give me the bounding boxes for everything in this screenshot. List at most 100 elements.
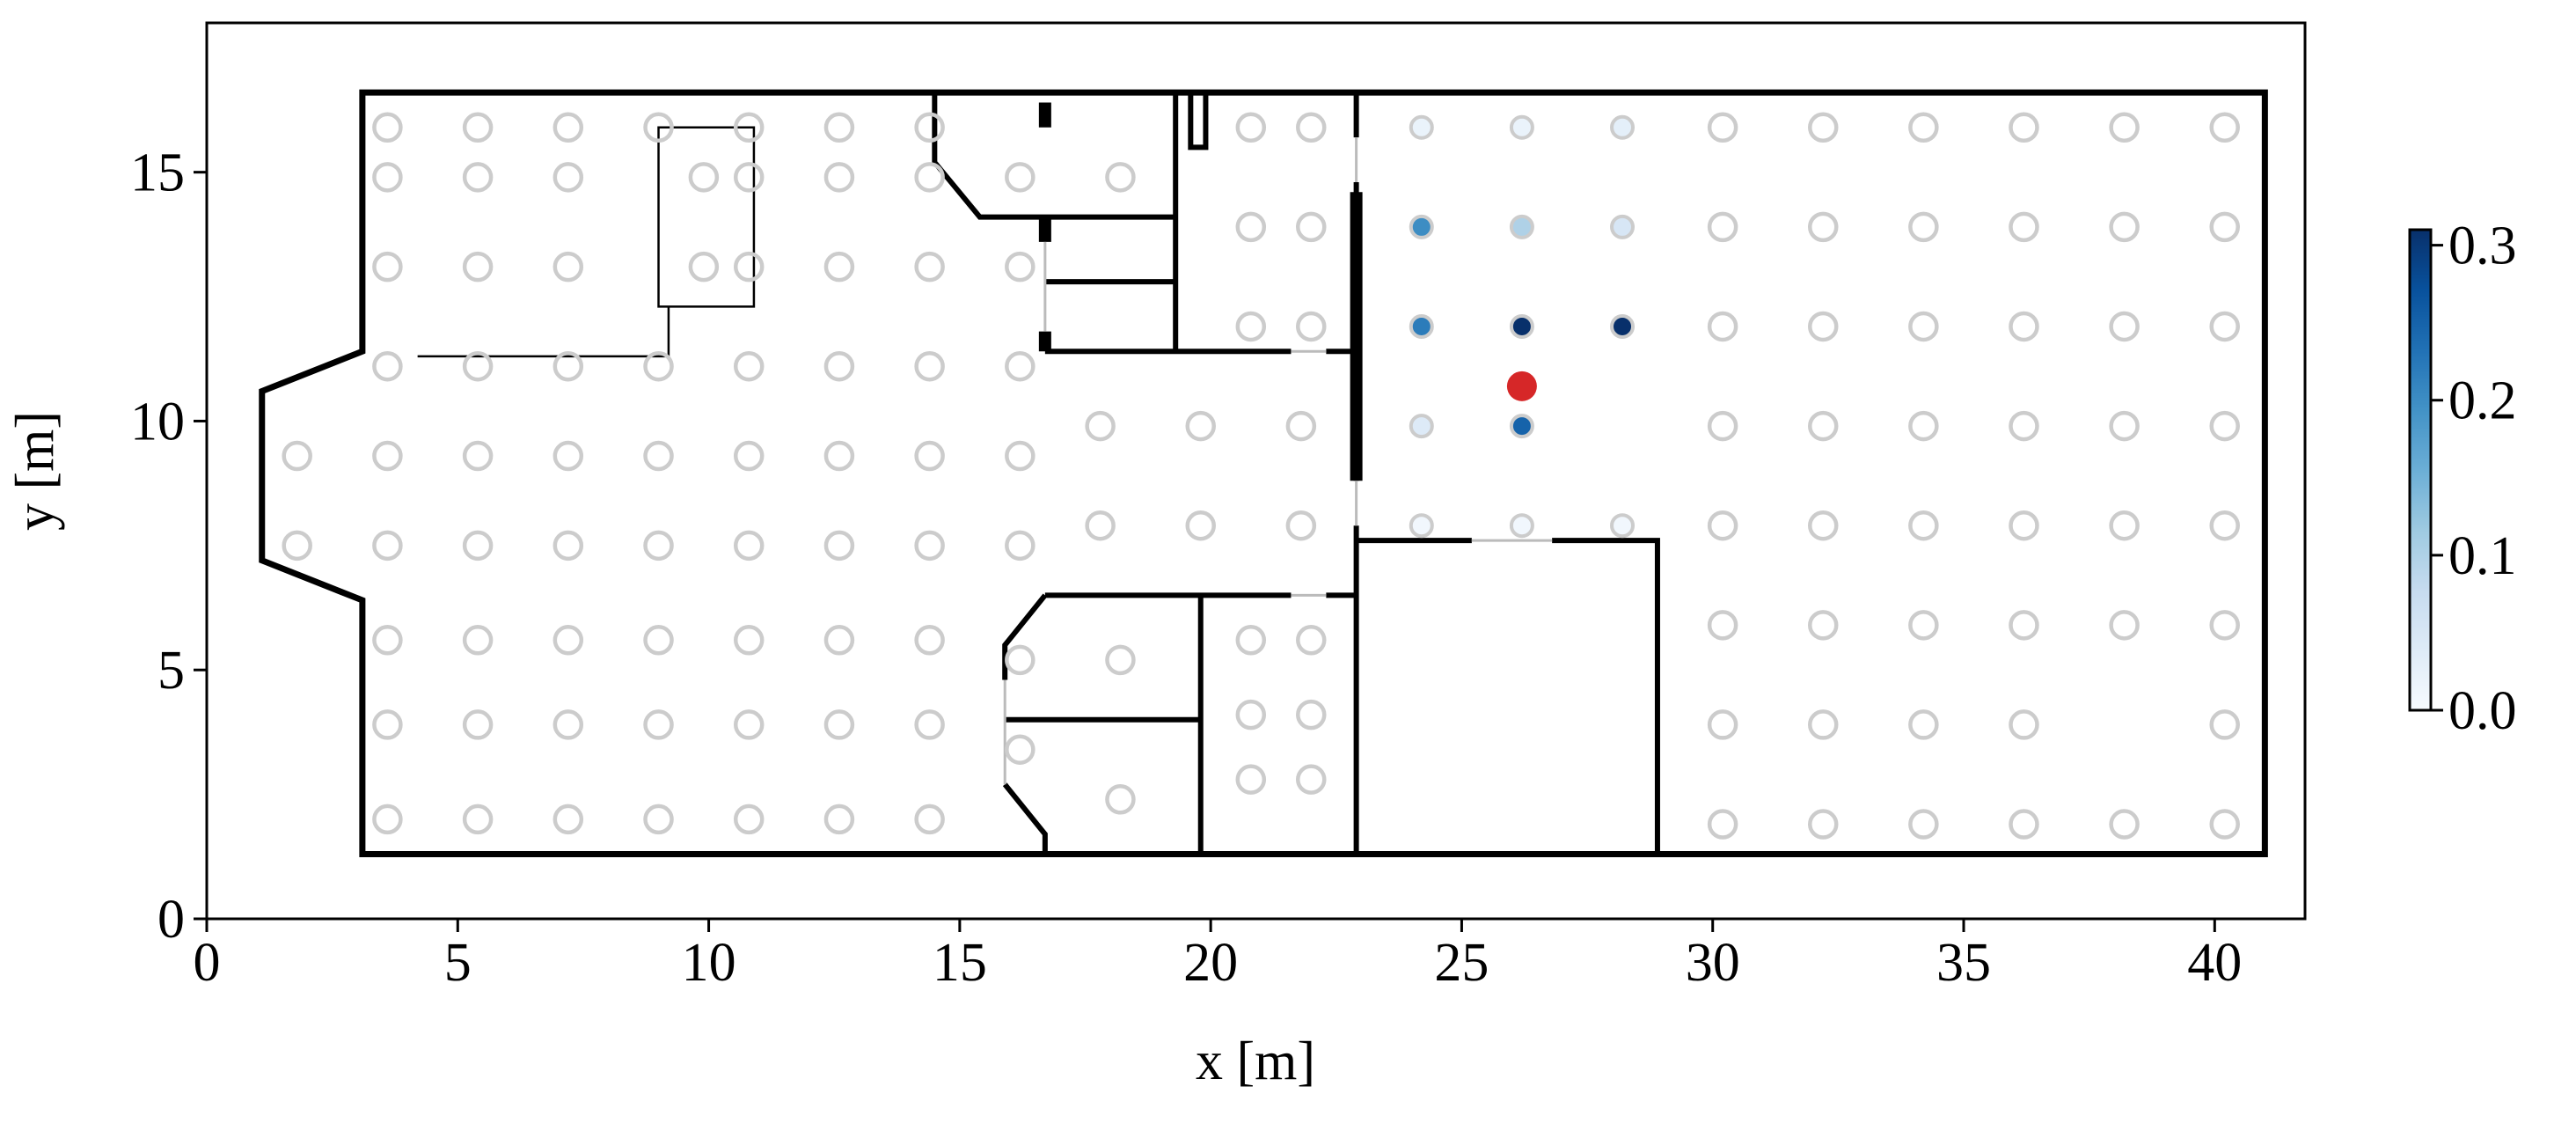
grid-point (2109, 211, 2140, 243)
plot-frame (205, 21, 2307, 921)
grid-point (1807, 311, 1839, 342)
grid-point (2109, 809, 2140, 840)
grid-point (2109, 112, 2140, 143)
grid-point (1296, 625, 1327, 656)
grid-point (1707, 510, 1738, 541)
colorbar-tick-label: 0.3 (2448, 217, 2517, 276)
grid-point (823, 709, 855, 740)
grid-point (823, 440, 855, 472)
grid-point (372, 709, 403, 740)
value-point (1610, 114, 1636, 140)
grid-point (823, 804, 855, 835)
grid-point (1085, 410, 1116, 442)
x-tick-label: 20 (1183, 933, 1238, 993)
grid-point (914, 625, 945, 656)
grid-point (914, 440, 945, 472)
grid-point (372, 440, 403, 472)
grid-point (733, 112, 765, 143)
grid-point (1807, 610, 1839, 641)
grid-point (643, 350, 674, 382)
grid-point (643, 530, 674, 562)
grid-point (1285, 510, 1317, 541)
grid-point (1005, 440, 1036, 472)
grid-point (733, 162, 765, 193)
grid-point (372, 251, 403, 283)
x-tick-label: 35 (1936, 933, 1991, 993)
grid-point (462, 804, 494, 835)
grid-point (1807, 809, 1839, 840)
grid-point (733, 251, 765, 283)
grid-point (914, 251, 945, 283)
grid-point (2109, 610, 2140, 641)
grid-point (1296, 764, 1327, 795)
grid-point (372, 530, 403, 562)
grid-point (1707, 112, 1738, 143)
grid-point (553, 440, 584, 472)
grid-point (553, 112, 584, 143)
grid-point (1807, 510, 1839, 541)
grid-point (1908, 510, 1939, 541)
grid-point (1235, 311, 1267, 342)
grid-point (823, 625, 855, 656)
colorbar (2408, 228, 2433, 712)
grid-point (1908, 112, 1939, 143)
value-point (1509, 214, 1534, 239)
x-tick-label: 15 (933, 933, 987, 993)
grid-point (1807, 112, 1839, 143)
value-point (1610, 214, 1636, 239)
floor-plan (262, 92, 2265, 854)
outer-walls (262, 92, 2265, 854)
grid-point (2209, 610, 2240, 641)
grid-point (733, 530, 765, 562)
grid-point (2009, 510, 2039, 541)
wall-stubs (1045, 102, 1357, 481)
doors (1005, 137, 1552, 784)
grid-point (1105, 784, 1136, 815)
grid-point (1707, 610, 1738, 641)
grid-point (643, 709, 674, 740)
y-tick-label: 10 (130, 392, 185, 451)
grid-point (733, 625, 765, 656)
grid-point (1235, 211, 1267, 243)
grid-point (1235, 699, 1267, 730)
grid-point (1296, 699, 1327, 730)
value-point (1509, 513, 1534, 539)
grid-point (733, 709, 765, 740)
grid-point (1908, 410, 1939, 442)
grid-point (1908, 211, 1939, 243)
grid-point (823, 112, 855, 143)
grid-point (462, 440, 494, 472)
grid-point (2209, 311, 2240, 342)
grid-point (462, 162, 494, 193)
grid-point (553, 709, 584, 740)
grid-point (553, 162, 584, 193)
value-point (1610, 313, 1636, 339)
grid-point (2209, 809, 2240, 840)
value-point (1509, 313, 1534, 339)
value-point (1409, 513, 1434, 539)
value-point (1509, 414, 1534, 439)
grid-point (823, 530, 855, 562)
grid-point (462, 112, 494, 143)
grid-point (1285, 410, 1317, 442)
grid-point (462, 251, 494, 283)
grid-point (2009, 410, 2039, 442)
grid-point (688, 251, 720, 283)
grid-point (1296, 112, 1327, 143)
grid-point (1908, 610, 1939, 641)
grid-point (1005, 530, 1036, 562)
grid-point (2209, 709, 2240, 740)
grid-point (282, 530, 312, 562)
grid-point (1807, 211, 1839, 243)
grid-point (1908, 809, 1939, 840)
grid-point (1707, 311, 1738, 342)
grid-point (1005, 350, 1036, 382)
grid-point (2209, 211, 2240, 243)
x-tick-label: 25 (1434, 933, 1489, 993)
inner-walls (934, 92, 1658, 854)
x-tick-label: 0 (194, 933, 221, 993)
value-point (1509, 114, 1534, 140)
grid-point (553, 251, 584, 283)
grid-point (914, 804, 945, 835)
